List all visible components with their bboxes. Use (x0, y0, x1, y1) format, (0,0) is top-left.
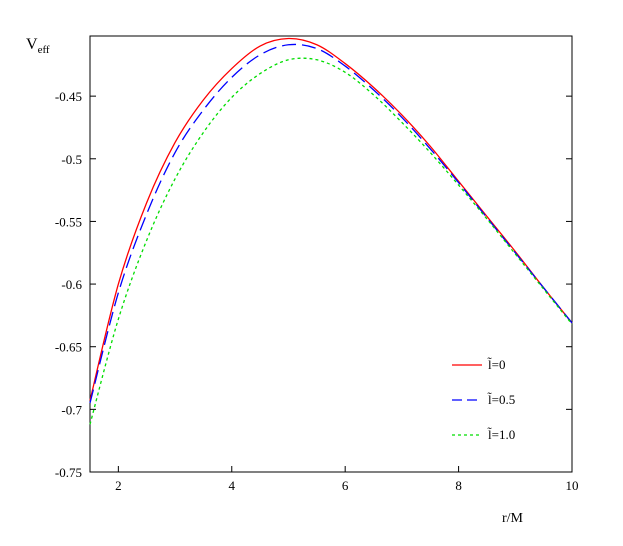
x-tick-label: 4 (229, 478, 236, 493)
series-lines (89, 37, 573, 425)
legend-label-1: l̃=0.5 (487, 392, 515, 407)
legend-label-2: l̃=1.0 (487, 427, 515, 442)
series-line-1 (89, 43, 573, 404)
y-tick-label: -0.65 (55, 340, 82, 355)
x-tick-label: 2 (115, 478, 122, 493)
x-axis-ticks: 2 4 6 8 10 (115, 466, 579, 493)
y-tick-label: -0.45 (55, 89, 82, 104)
legend-label-0: l̃=0 (487, 357, 505, 372)
plot-frame (89, 35, 573, 473)
y-tick-label: -0.5 (61, 152, 82, 167)
y-axis-ticks: -0.45 -0.5 -0.55 -0.6 -0.65 -0.7 -0.75 (55, 89, 572, 480)
y-tick-label: -0.55 (55, 214, 82, 229)
y-axis-title-main: V (26, 36, 38, 53)
x-axis-title: r/M (502, 511, 524, 526)
plot-border (89, 35, 573, 473)
y-tick-label: -0.7 (61, 402, 82, 417)
y-axis-title-subscript: eff (38, 44, 50, 56)
y-tick-label: -0.6 (61, 277, 82, 292)
series-line-0 (89, 37, 573, 401)
x-tick-label: 10 (566, 478, 579, 493)
x-tick-label: 6 (342, 478, 349, 493)
x-tick-label: 8 (455, 478, 462, 493)
y-axis-title: Veff (26, 36, 50, 56)
legend: l̃=0 l̃=0.5 l̃=1.0 (452, 357, 515, 442)
y-tick-label: -0.75 (55, 465, 82, 480)
